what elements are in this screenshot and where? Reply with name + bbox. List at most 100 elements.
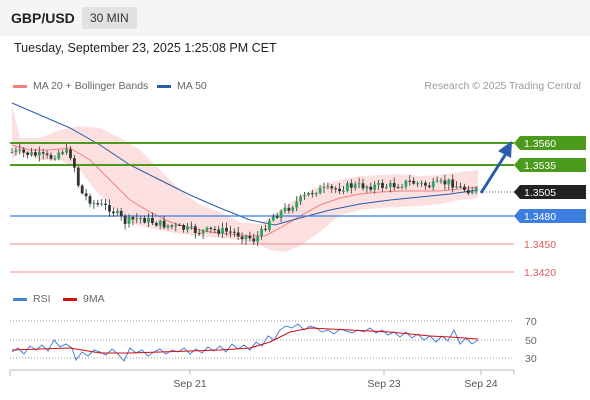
candle-body	[349, 183, 353, 188]
candle-body	[427, 185, 431, 188]
forecast-arrow	[479, 151, 509, 194]
candle-body	[30, 152, 33, 155]
candle-body	[14, 150, 18, 152]
candle-body	[424, 182, 427, 186]
forecast-arrowhead	[498, 141, 512, 158]
level-label-text: 1.3535	[524, 160, 556, 172]
candlesticks	[10, 143, 478, 247]
candle-body	[143, 217, 146, 223]
candle-body	[326, 186, 330, 188]
candle-body	[197, 232, 201, 234]
candle-body	[34, 152, 37, 156]
candle-body	[283, 207, 287, 212]
candle-body	[201, 230, 205, 234]
ma50-legend: MA 50	[157, 80, 207, 92]
candle-body	[310, 193, 314, 195]
candle-body	[252, 238, 256, 242]
candle-body	[135, 218, 139, 220]
candle-body	[295, 201, 299, 208]
candle-body	[416, 183, 419, 185]
candle-body	[182, 225, 185, 230]
rsi-ma-legend-label: 9MA	[83, 293, 105, 305]
candle-body	[26, 152, 29, 155]
research-credit: Research © 2025 Trading Central	[424, 80, 581, 92]
timeframe-badge[interactable]: 30 MIN	[82, 7, 137, 29]
candle-body	[209, 227, 213, 229]
rsi-legend: RSI	[13, 293, 51, 305]
candle-body	[381, 182, 384, 188]
candle-body	[104, 203, 107, 205]
candle-body	[154, 223, 158, 226]
x-tick-label: Sep 24	[464, 378, 497, 390]
symbol-title: GBP/USD	[11, 10, 75, 26]
candle-body	[158, 220, 162, 226]
level-label-5: 1.3450	[524, 239, 556, 251]
candle-body	[451, 179, 455, 188]
candle-body	[361, 183, 365, 189]
candle-body	[353, 184, 357, 188]
rsi-line	[11, 323, 479, 362]
candle-body	[455, 186, 458, 188]
x-tick-label: Sep 21	[173, 378, 206, 390]
candle-body	[41, 152, 45, 154]
level-label-1: 1.3560	[514, 136, 586, 150]
candle-body	[65, 149, 68, 153]
candle-body	[139, 217, 143, 219]
candle-body	[388, 183, 392, 187]
candle-body	[287, 207, 291, 211]
candle-body	[84, 193, 88, 197]
candle-body	[303, 195, 306, 197]
candle-body	[108, 204, 111, 212]
rsi-ma-legend: 9MA	[63, 293, 105, 305]
ma50-legend-label: MA 50	[177, 80, 207, 92]
ma20-legend-label: MA 20 + Bollinger Bands	[33, 80, 149, 92]
candle-body	[459, 186, 462, 188]
candle-body	[322, 187, 326, 189]
ma50-line	[11, 102, 479, 226]
candle-body	[112, 211, 115, 214]
candle-body	[57, 152, 61, 159]
level-label-text: 1.3480	[524, 211, 556, 223]
candle-body	[127, 216, 131, 224]
candle-body	[166, 225, 170, 228]
candle-body	[151, 217, 154, 224]
candle-body	[318, 187, 322, 194]
candle-body	[22, 149, 26, 153]
candle-body	[88, 196, 92, 204]
candle-body	[474, 187, 478, 192]
candle-body	[431, 181, 435, 188]
candle-body	[213, 228, 217, 230]
candle-body	[271, 216, 275, 221]
ma20-swatch	[13, 84, 27, 88]
candle-body	[232, 231, 236, 233]
candle-body	[96, 203, 100, 205]
candle-body	[396, 187, 400, 189]
candle-body	[123, 216, 127, 224]
candle-body	[100, 203, 104, 205]
level-label-text: 1.3560	[524, 138, 556, 150]
candle-body	[115, 211, 119, 214]
candle-body	[264, 228, 267, 230]
rsi-level-label: 30	[525, 353, 537, 365]
candle-body	[236, 232, 240, 237]
rsi-ma-swatch	[63, 297, 77, 301]
candle-body	[205, 227, 209, 231]
candle-body	[61, 152, 65, 154]
candle-body	[330, 186, 334, 189]
candle-body	[221, 227, 224, 234]
candle-body	[193, 226, 197, 233]
level-label-text: 1.3505	[524, 187, 556, 199]
candle-body	[178, 225, 182, 227]
candle-body	[73, 158, 76, 168]
candle-body	[377, 182, 380, 185]
candle-body	[268, 220, 271, 230]
candle-body	[174, 225, 178, 227]
candle-body	[439, 180, 443, 182]
candle-body	[447, 179, 451, 185]
candle-body	[365, 186, 369, 189]
level-label-4: 1.3480	[514, 209, 586, 223]
candle-body	[443, 180, 447, 185]
candle-body	[435, 180, 439, 182]
ma20-legend: MA 20 + Bollinger Bands	[13, 80, 148, 92]
